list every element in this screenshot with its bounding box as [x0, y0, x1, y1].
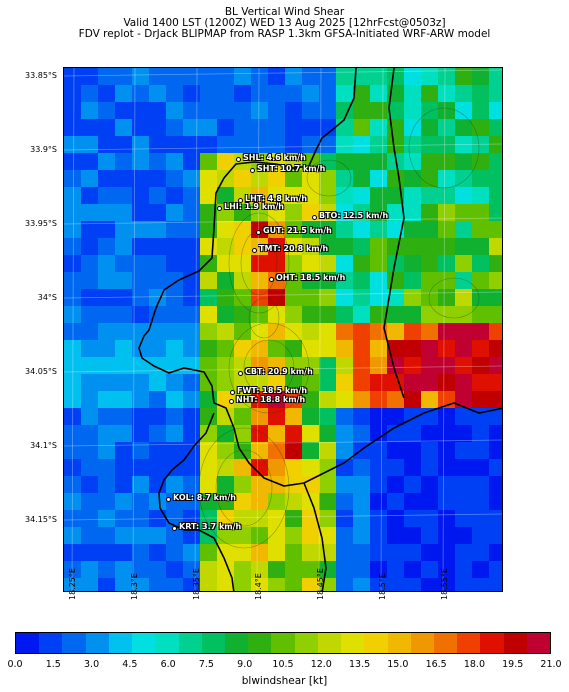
colorbar-tick-label: 18.0	[463, 659, 485, 670]
station-marker	[237, 197, 243, 203]
station-marker	[251, 247, 257, 253]
wind-shear-map: SHL: 4.6 km/h SHT: 10.7 km/h LHT: 4.8 km/h…	[63, 67, 503, 592]
station-label: CBT: 20.9 km/h	[245, 367, 313, 376]
colorbar-swatch	[155, 633, 179, 653]
colorbar-swatch	[39, 633, 63, 653]
station-marker	[249, 167, 255, 173]
colorbar-tick-label: 3.0	[84, 659, 100, 670]
lon-label: 18.25°E	[68, 568, 77, 600]
colorbar-swatch	[526, 633, 551, 653]
map-source: FDV replot - DrJack BLIPMAP from RASP 1.…	[78, 28, 491, 40]
lon-label: 18.5°E	[378, 573, 387, 600]
colorbar-swatch	[480, 633, 504, 653]
coastline	[138, 68, 502, 591]
colorbar-tick-label: 12.0	[310, 659, 332, 670]
map-canvas	[64, 68, 502, 591]
colorbar-swatch	[457, 633, 481, 653]
lat-label: 34.15°S	[25, 515, 57, 524]
lon-label: 18.45°E	[316, 568, 325, 600]
station-marker	[216, 205, 222, 211]
colorbar-swatch	[364, 633, 388, 653]
station-label: LHI: 1.9 km/h	[224, 202, 284, 211]
colorbar-tick-label: 13.5	[348, 659, 371, 670]
colorbar-tick-label: 16.5	[425, 659, 447, 670]
station-label: SHL: 4.6 km/h	[243, 153, 306, 162]
station-marker	[229, 389, 235, 395]
station-label: SHT: 10.7 km/h	[257, 164, 326, 173]
colorbar	[15, 632, 551, 654]
colorbar-tick-label: 10.5	[272, 659, 294, 670]
colorbar-swatch	[341, 633, 365, 653]
lat-label: 33.95°S	[25, 219, 57, 228]
lon-label: 18.4°E	[254, 573, 263, 600]
shear-field	[64, 68, 502, 591]
lon-label: 18.3°E	[130, 573, 139, 600]
station-label: FWT: 18.5 km/h	[237, 386, 308, 395]
colorbar-tick-label: 15.0	[387, 659, 409, 670]
colorbar-swatch	[317, 633, 342, 653]
station-marker	[165, 496, 171, 502]
station-marker	[311, 214, 317, 220]
station-label: OHT: 18.5 km/h	[276, 273, 346, 282]
colorbar-swatch	[387, 633, 411, 653]
station-marker	[235, 156, 241, 162]
station-marker	[268, 276, 274, 282]
colorbar-tick-label: 21.0	[540, 659, 562, 670]
colorbar-swatch	[85, 633, 109, 653]
lat-label: 34.05°S	[25, 367, 57, 376]
colorbar-swatch	[178, 633, 202, 653]
lon-label: 18.55°E	[440, 568, 449, 600]
station-label: GUT: 21.5 km/h	[263, 226, 332, 235]
map-title: BL Vertical Wind Shear	[224, 6, 345, 18]
colorbar-swatch	[294, 633, 318, 653]
colorbar-swatch	[503, 633, 527, 653]
colorbar-swatch	[410, 633, 434, 653]
colorbar-tick-label: 9.0	[237, 659, 253, 670]
station-marker	[255, 229, 261, 235]
lat-label: 34°S	[37, 293, 57, 302]
colorbar-swatch	[271, 633, 295, 653]
colorbar-tick-label: 7.5	[198, 659, 214, 670]
colorbar-swatch	[248, 633, 272, 653]
station-label: LHT: 4.8 km/h	[245, 194, 308, 203]
colorbar-tick-label: 1.5	[45, 659, 61, 670]
colorbar-swatch	[108, 633, 133, 653]
colorbar-swatch	[62, 633, 86, 653]
station-marker	[228, 398, 234, 404]
terrain-contours	[198, 107, 480, 549]
grid-lines	[64, 68, 502, 591]
colorbar-tick-label: 0.0	[7, 659, 23, 670]
colorbar-label: blwindshear [kt]	[241, 675, 328, 687]
colorbar-tick-label: 6.0	[160, 659, 176, 670]
station-marker	[237, 370, 243, 376]
lat-label: 34.1°S	[30, 441, 57, 450]
colorbar-swatch	[201, 633, 225, 653]
station-label: KRT: 3.7 km/h	[179, 522, 242, 531]
station-label: NHT: 18.8 km/h	[236, 395, 306, 404]
station-label: BTO: 12.5 km/h	[319, 211, 389, 220]
colorbar-swatch	[16, 633, 40, 653]
lat-label: 33.9°S	[30, 145, 57, 154]
map-valid-time: Valid 1400 LST (1200Z) WED 13 Aug 2025 […	[123, 17, 446, 29]
colorbar-tick-label: 19.5	[502, 659, 524, 670]
colorbar-tick-label: 4.5	[122, 659, 138, 670]
colorbar-swatch	[433, 633, 458, 653]
station-marker	[171, 525, 177, 531]
station-label: TMT: 20.8 km/h	[259, 244, 329, 253]
station-label: KOL: 8.7 km/h	[173, 493, 236, 502]
lon-label: 18.35°E	[192, 568, 201, 600]
colorbar-swatch	[224, 633, 249, 653]
lat-label: 33.85°S	[25, 71, 57, 80]
colorbar-swatch	[132, 633, 156, 653]
